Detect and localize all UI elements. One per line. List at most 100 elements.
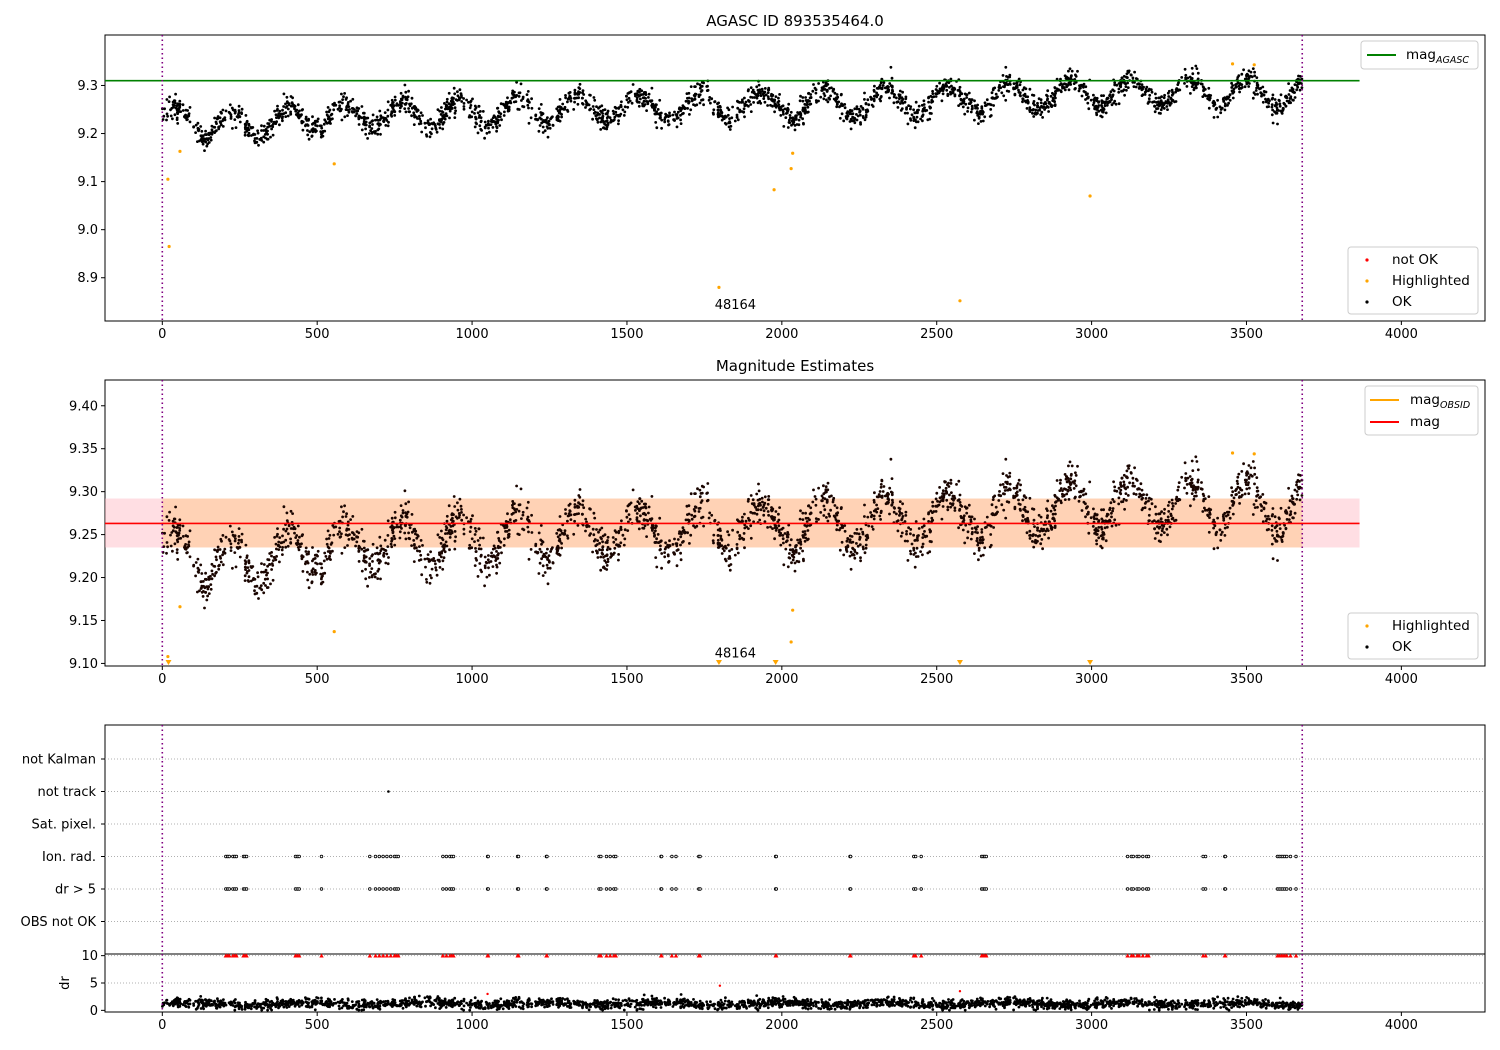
ok-point (1220, 106, 1224, 110)
ok-point (398, 536, 402, 540)
ok-point (428, 581, 432, 585)
ok-point (934, 497, 938, 501)
ok-point (785, 109, 789, 113)
axes-agasc-frame (104, 34, 1486, 322)
ok-point (496, 553, 499, 557)
ok-point (1043, 533, 1046, 536)
ok-point (1270, 113, 1274, 117)
ok-point (1008, 482, 1012, 486)
ok-point (595, 528, 598, 531)
ok-point (1270, 542, 1274, 546)
ok-point (419, 122, 423, 125)
ok-point (334, 525, 338, 529)
ok-point (1088, 480, 1092, 484)
ok-point (1216, 115, 1220, 119)
ok-point (448, 109, 452, 113)
ok-point (625, 94, 628, 98)
ok-point (846, 544, 850, 547)
ok-point (719, 105, 722, 109)
ok-point (946, 483, 949, 487)
ok-point (400, 527, 403, 530)
ok-point (277, 112, 281, 115)
ok-point (781, 104, 785, 108)
ok-point (1117, 87, 1121, 91)
ok-point (1184, 76, 1187, 80)
ok-point (450, 106, 454, 110)
ok-point (592, 108, 596, 111)
ok-point (282, 527, 285, 531)
ok-point (1159, 533, 1163, 537)
ok-point (1004, 81, 1008, 85)
ok-point (281, 119, 284, 123)
ok-point (593, 516, 597, 520)
ok-point (592, 539, 596, 543)
ok-point (577, 505, 581, 509)
ok-point (1185, 491, 1189, 495)
ok-point (735, 115, 739, 119)
ok-point (955, 483, 958, 486)
ok-point (903, 539, 907, 543)
ok-point (835, 105, 839, 109)
ok-point (1054, 504, 1057, 508)
ok-point (1293, 83, 1297, 86)
ok-point (922, 99, 926, 103)
ok-point (846, 538, 850, 541)
ok-point (900, 96, 904, 100)
ok-point (822, 484, 825, 488)
ok-point (654, 104, 657, 108)
ok-point (1212, 104, 1215, 108)
ok-point (459, 92, 463, 95)
ok-point (601, 545, 605, 548)
ok-point (675, 564, 679, 568)
ok-point (293, 531, 296, 535)
ok-point (268, 552, 272, 555)
ok-point (311, 122, 314, 126)
ok-point (1095, 105, 1099, 109)
ok-point (921, 119, 924, 123)
ok-point (598, 116, 601, 120)
ok-point (227, 110, 231, 114)
ok-point (249, 126, 253, 129)
ok-point (1079, 86, 1082, 90)
ok-point (363, 123, 367, 126)
ok-point (692, 508, 696, 511)
ok-point (785, 535, 789, 539)
ok-point (1165, 105, 1169, 108)
highlighted-point (789, 167, 793, 171)
ok-point (1059, 478, 1062, 482)
ok-point (224, 535, 228, 539)
ok-point (393, 110, 397, 114)
ok-point (277, 548, 281, 551)
ok-point (1084, 515, 1087, 519)
ok-point (889, 65, 893, 69)
ok-point (679, 113, 682, 117)
ok-point (782, 563, 786, 567)
ok-point (724, 122, 728, 126)
ok-point (343, 546, 347, 549)
ok-point (343, 504, 346, 508)
ok-point (637, 527, 641, 531)
ok-point (729, 124, 733, 128)
ok-point (1019, 483, 1022, 487)
ok-point (1237, 491, 1241, 494)
ok-point (435, 130, 439, 134)
ok-point (1247, 75, 1251, 79)
ok-point (412, 111, 416, 115)
ok-point (233, 551, 237, 554)
highlighted-point (791, 151, 795, 155)
ok-point (917, 527, 921, 530)
ok-point (719, 529, 722, 532)
ok-point (541, 564, 545, 568)
ok-point (491, 116, 495, 119)
ok-point (600, 548, 604, 552)
ok-point (814, 99, 818, 102)
ok-point (867, 103, 871, 107)
ok-point (850, 119, 854, 123)
ok-point (749, 494, 753, 497)
ok-point (368, 576, 371, 579)
ok-point (959, 503, 962, 507)
ok-point (548, 566, 552, 570)
ok-point (308, 130, 312, 134)
ok-point (1092, 507, 1095, 511)
ok-point (855, 542, 858, 545)
